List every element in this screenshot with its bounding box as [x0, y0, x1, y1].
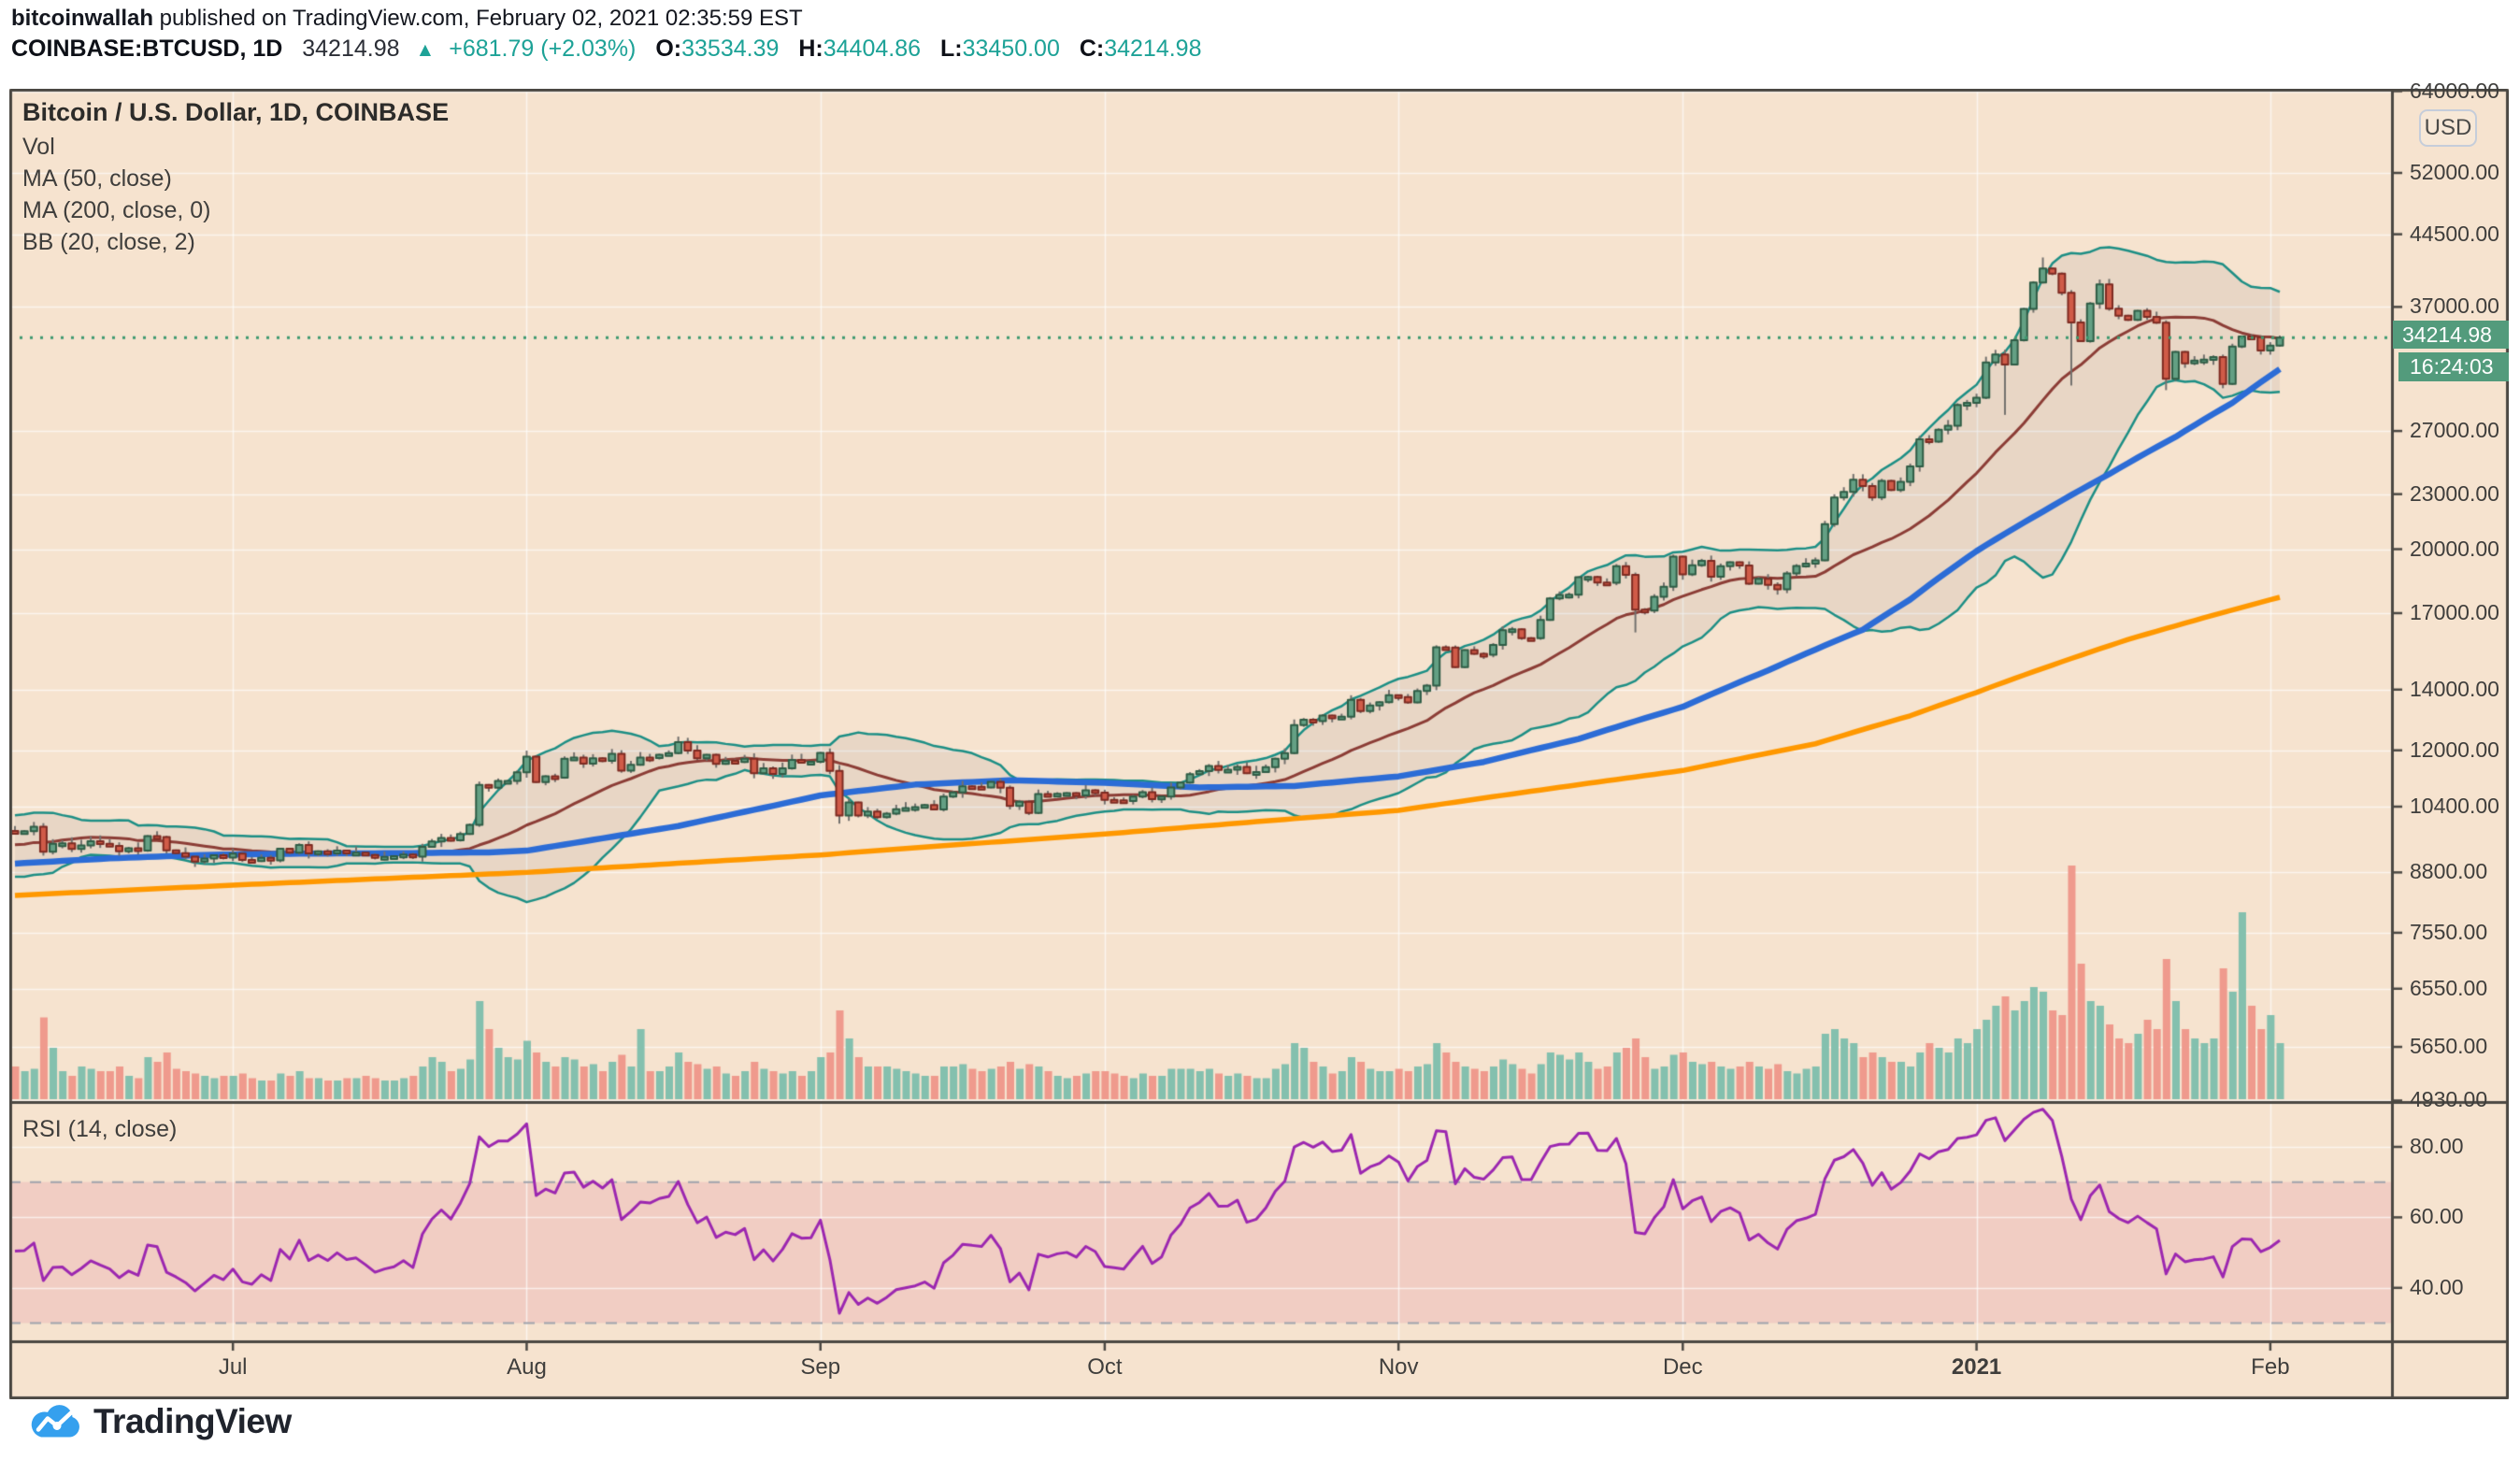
up-triangle-icon: ▲ — [415, 39, 436, 61]
legend-bb[interactable]: BB (20, close, 2) — [22, 229, 195, 255]
legend-ma50[interactable]: MA (50, close) — [22, 165, 172, 192]
rsi-legend[interactable]: RSI (14, close) — [22, 1116, 178, 1142]
price-tick-label: 8800.00 — [2410, 859, 2488, 884]
price-tick-label: 64000.00 — [2410, 78, 2499, 103]
price-tick-label: 44500.00 — [2410, 221, 2499, 246]
close-label: C: — [1079, 36, 1105, 62]
publish-line: bitcoinwallah published on TradingView.c… — [11, 6, 803, 32]
low-label: L: — [939, 36, 963, 62]
symbol-status-line: COINBASE:BTCUSD, 1D 34214.98 ▲ +681.79 (… — [11, 36, 1202, 63]
tradingview-logo[interactable]: TradingView — [28, 1402, 292, 1441]
current-price-label: 34214.98 — [2393, 321, 2509, 349]
currency-toggle-button[interactable]: USD — [2419, 109, 2477, 147]
high-label: H: — [798, 36, 823, 62]
last-price: 34214.98 — [302, 36, 400, 62]
legend-ma200[interactable]: MA (200, close, 0) — [22, 197, 211, 223]
time-tick-label: Feb — [2251, 1354, 2290, 1380]
price-tick-label: 4930.00 — [2410, 1087, 2488, 1112]
time-tick-label: Sep — [800, 1354, 841, 1380]
brand-name: TradingView — [93, 1402, 292, 1440]
chart-title: Bitcoin / U.S. Dollar, 1D, COINBASE — [22, 98, 450, 126]
price-tick-label: 7550.00 — [2410, 919, 2488, 944]
high-value: 34404.86 — [823, 36, 922, 62]
open-label: O: — [655, 36, 682, 62]
open-value: 33534.39 — [681, 36, 780, 62]
rsi-tick-label: 40.00 — [2410, 1274, 2464, 1299]
symbol-name: COINBASE:BTCUSD, 1D — [11, 36, 283, 62]
bar-countdown-label: 16:24:03 — [2398, 352, 2509, 381]
price-tick-label: 10400.00 — [2410, 794, 2499, 818]
price-tick-label: 17000.00 — [2410, 599, 2499, 624]
price-tick-label: 20000.00 — [2410, 536, 2499, 561]
author-name: bitcoinwallah — [11, 6, 154, 31]
rsi-tick-label: 80.00 — [2410, 1134, 2464, 1158]
price-tick-label: 52000.00 — [2410, 159, 2499, 184]
price-tick-label: 37000.00 — [2410, 293, 2499, 319]
time-tick-label: Jul — [218, 1354, 248, 1380]
chart-area[interactable]: Bitcoin / U.S. Dollar, 1D, COINBASE Vol … — [9, 79, 2509, 1399]
price-tick-label: 5650.00 — [2410, 1034, 2488, 1059]
price-chart-canvas[interactable] — [9, 89, 2509, 1399]
time-tick-label: Dec — [1662, 1354, 1703, 1380]
price-tick-label: 27000.00 — [2410, 418, 2499, 443]
low-value: 33450.00 — [962, 36, 1060, 62]
time-tick-label: Nov — [1378, 1354, 1419, 1380]
time-tick-label: Aug — [507, 1354, 547, 1380]
indicator-legend: Bitcoin / U.S. Dollar, 1D, COINBASE Vol … — [22, 98, 449, 256]
close-value: 34214.98 — [1104, 36, 1202, 62]
publish-text: published on TradingView.com, February 0… — [153, 6, 803, 31]
cloud-chart-icon — [31, 1405, 79, 1438]
price-tick-label: 23000.00 — [2410, 480, 2499, 506]
rsi-tick-label: 60.00 — [2410, 1204, 2464, 1229]
price-tick-label: 14000.00 — [2410, 676, 2499, 701]
time-tick-label: Oct — [1087, 1354, 1123, 1380]
legend-vol[interactable]: Vol — [22, 134, 55, 160]
time-tick-label: 2021 — [1951, 1354, 2002, 1380]
price-tick-label: 6550.00 — [2410, 975, 2488, 1000]
price-tick-label: 12000.00 — [2410, 737, 2499, 762]
price-change: +681.79 (+2.03%) — [449, 36, 637, 62]
